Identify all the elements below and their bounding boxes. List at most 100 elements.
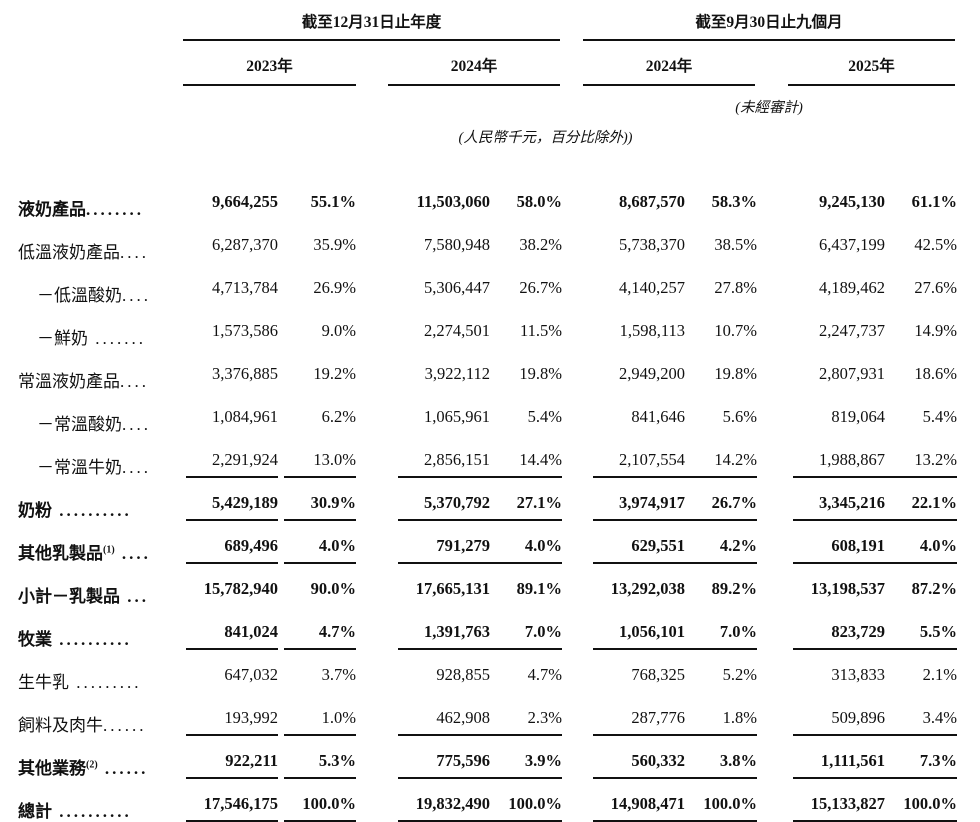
cell-2024-value: 11,503,060 bbox=[356, 163, 490, 220]
unaudited-note: (未經審計) bbox=[735, 100, 803, 116]
cell-2025-pct-text: 87.2% bbox=[911, 579, 958, 598]
cell-2025-value-text: 819,064 bbox=[831, 407, 886, 426]
cell-9m2024-pct-text: 19.8% bbox=[714, 364, 758, 383]
cell-2024-value-text: 928,855 bbox=[436, 665, 490, 684]
cell-2023-pct: 55.1% bbox=[278, 163, 356, 220]
cell-2025-pct-text: 13.2% bbox=[885, 450, 958, 478]
cell-2025-value-text: 3,345,216 bbox=[793, 493, 886, 521]
table-row-12: 飼料及肉牛...... 193,992 1.0% 462,908 2.3% 287,77… bbox=[18, 693, 958, 736]
cell-2025-pct-text: 5.5% bbox=[885, 622, 958, 650]
cell-2023-pct: 30.9% bbox=[278, 478, 356, 521]
row-label: 奶粉 bbox=[18, 501, 52, 520]
cell-2024-value: 2,274,501 bbox=[356, 306, 490, 349]
year-header-2024: 2024年 bbox=[388, 41, 561, 86]
cell-2025-pct: 13.2% bbox=[885, 435, 958, 478]
cell-2024-pct: 7.0% bbox=[490, 607, 562, 650]
cell-9m2024-pct: 3.8% bbox=[685, 736, 758, 779]
cell-2023-value: 15,782,940 bbox=[166, 564, 278, 607]
cell-2023-pct: 1.0% bbox=[278, 693, 356, 736]
cell-9m2024-pct-text: 1.8% bbox=[685, 708, 758, 736]
cell-2025-pct: 4.0% bbox=[885, 521, 958, 564]
cell-2024-pct: 3.9% bbox=[490, 736, 562, 779]
cell-2024-pct: 58.0% bbox=[490, 163, 562, 220]
row-label: 生牛乳 bbox=[18, 673, 69, 692]
cell-2024-pct: 27.1% bbox=[490, 478, 562, 521]
cell-2025-value: 15,133,827 bbox=[755, 779, 886, 822]
cell-2024-value-text: 2,856,151 bbox=[398, 450, 490, 478]
cell-2023-value: 647,032 bbox=[166, 650, 278, 693]
cell-2024-value: 19,832,490 bbox=[356, 779, 490, 822]
cell-2024-pct-text: 5.4% bbox=[527, 407, 562, 426]
cell-9m2024-pct: 26.7% bbox=[685, 478, 758, 521]
period-group-ninemonth-title: 截至9月30日止九個月 bbox=[583, 10, 956, 41]
cell-2023-value-text: 922,211 bbox=[186, 751, 278, 779]
cell-2025-pct: 27.6% bbox=[885, 263, 957, 306]
cell-2024-pct: 38.2% bbox=[490, 220, 562, 263]
cell-9m2024-value-text: 8,687,570 bbox=[619, 192, 686, 211]
cell-2025-value: 13,198,537 bbox=[755, 564, 885, 607]
cell-2023-pct: 9.0% bbox=[278, 306, 356, 349]
cell-9m2024-value-text: 4,140,257 bbox=[619, 278, 686, 297]
dot-leader: .......... bbox=[52, 802, 132, 821]
cell-9m2024-value-text: 768,325 bbox=[631, 665, 686, 684]
cell-2024-value-text: 2,274,501 bbox=[424, 321, 490, 340]
cell-2024-pct: 19.8% bbox=[490, 349, 562, 392]
cell-2024-value-text: 462,908 bbox=[398, 708, 490, 736]
row-label: 飼料及肉牛 bbox=[18, 716, 103, 735]
cell-9m2024-value: 5,738,370 bbox=[560, 220, 685, 263]
dot-leader: ......... bbox=[69, 673, 142, 692]
cell-9m2024-value: 287,776 bbox=[560, 693, 686, 736]
cell-9m2024-value-text: 3,974,917 bbox=[593, 493, 686, 521]
cell-2025-value-text: 313,833 bbox=[831, 665, 886, 684]
cell-2023-pct-text: 13.0% bbox=[284, 450, 356, 478]
cell-2024-value-text: 19,832,490 bbox=[398, 794, 490, 822]
cell-2024-value-text: 1,065,961 bbox=[424, 407, 490, 426]
table-row-7: 奶粉 .......... 5,429,189 30.9% 5,370,792 27.… bbox=[18, 478, 958, 521]
cell-2025-pct: 42.5% bbox=[885, 220, 957, 263]
cell-2024-pct-text: 100.0% bbox=[490, 794, 562, 822]
cell-2025-value-text: 6,437,199 bbox=[819, 235, 886, 254]
cell-2025-pct: 100.0% bbox=[885, 779, 958, 822]
revenue-breakdown-table: 截至12月31日止年度 截至9月30日止九個月 2023年 2024年 2024… bbox=[18, 6, 958, 822]
cell-9m2024-value: 4,140,257 bbox=[560, 263, 685, 306]
cell-2024-value-text: 5,306,447 bbox=[424, 278, 490, 297]
table-row-2: －低溫酸奶.... 4,713,784 26.9% 5,306,447 26.7% 4,… bbox=[18, 263, 957, 306]
cell-2024-value-text: 1,391,763 bbox=[398, 622, 490, 650]
cell-2024-pct-text: 2.3% bbox=[490, 708, 562, 736]
cell-9m2024-pct: 89.2% bbox=[685, 564, 757, 607]
cell-2023-pct-text: 1.0% bbox=[284, 708, 356, 736]
cell-2024-pct-text: 4.7% bbox=[527, 665, 562, 684]
cell-2025-value: 823,729 bbox=[755, 607, 886, 650]
row-label: －低溫酸奶 bbox=[37, 286, 122, 305]
cell-9m2024-pct-text: 26.7% bbox=[685, 493, 758, 521]
cell-2024-value: 1,065,961 bbox=[356, 392, 490, 435]
cell-2025-value-text: 608,191 bbox=[793, 536, 886, 564]
cell-2023-pct-text: 5.3% bbox=[284, 751, 356, 779]
cell-2023-pct-text: 30.9% bbox=[284, 493, 356, 521]
cell-2024-value-text: 7,580,948 bbox=[424, 235, 490, 254]
cell-9m2024-value-text: 560,332 bbox=[593, 751, 686, 779]
cell-9m2024-pct: 10.7% bbox=[685, 306, 757, 349]
cell-2024-value: 7,580,948 bbox=[356, 220, 490, 263]
table-row-1: 低溫液奶產品.... 6,287,370 35.9% 7,580,948 38.2% 5… bbox=[18, 220, 957, 263]
cell-9m2024-pct-text: 100.0% bbox=[685, 794, 758, 822]
cell-2025-pct-text: 14.9% bbox=[914, 321, 958, 340]
cell-2024-pct-text: 11.5% bbox=[519, 321, 562, 340]
cell-2023-value: 193,992 bbox=[166, 693, 278, 736]
cell-2023-pct-text: 90.0% bbox=[310, 579, 356, 598]
cell-2025-value-text: 15,133,827 bbox=[793, 794, 886, 822]
cell-2024-pct-text: 7.0% bbox=[490, 622, 562, 650]
dot-leader: ....... bbox=[88, 329, 146, 348]
cell-2024-value-text: 11,503,060 bbox=[416, 192, 490, 211]
cell-2024-value: 791,279 bbox=[356, 521, 490, 564]
cell-9m2024-pct-text: 58.3% bbox=[711, 192, 758, 211]
cell-9m2024-value-text: 2,949,200 bbox=[619, 364, 686, 383]
cell-2023-pct-text: 4.7% bbox=[284, 622, 356, 650]
cell-2023-value-text: 5,429,189 bbox=[186, 493, 278, 521]
row-label: －常溫牛奶 bbox=[37, 458, 122, 477]
cell-9m2024-value-text: 14,908,471 bbox=[593, 794, 686, 822]
cell-9m2024-value-text: 1,598,113 bbox=[619, 321, 686, 340]
cell-2025-value-text: 2,807,931 bbox=[819, 364, 886, 383]
cell-2025-pct: 2.1% bbox=[885, 650, 957, 693]
table-row-14: 總計 .......... 17,546,175 100.0% 19,832,490… bbox=[18, 779, 958, 822]
